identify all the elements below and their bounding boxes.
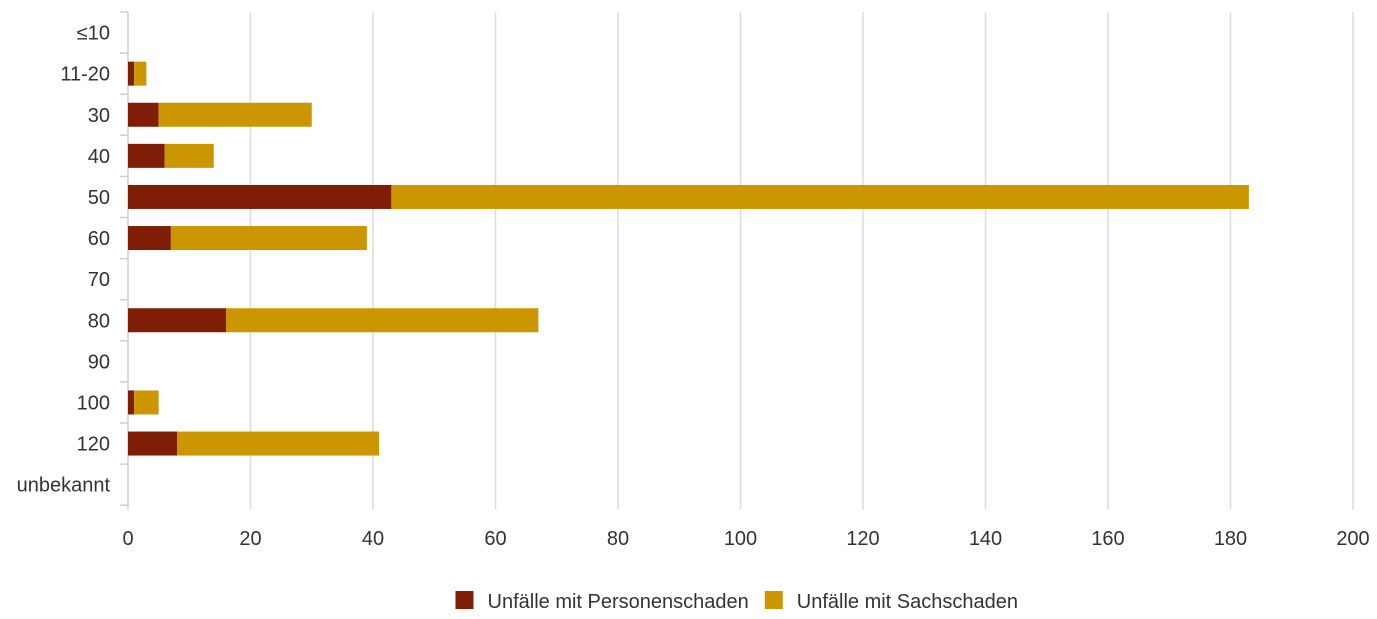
bar-120-series-2 [177,431,380,456]
bar-80-series-1 [128,308,226,333]
legend-swatch-1 [455,591,474,609]
bar-11-20-series-1 [128,61,135,86]
y-tick-label-50: 50 [88,187,110,209]
bar-40-series-2 [164,143,214,168]
x-tick-label-40: 40 [362,528,384,550]
y-tick-label-100: 100 [77,392,110,414]
y-tick-labels: ≤10 11-20 30 40 50 60 70 80 90 100 120 unbekannt [17,23,111,497]
y-tick-label-70: 70 [88,269,110,291]
y-tick-label-90: 90 [88,351,110,373]
y-tick-label-40: 40 [88,146,110,168]
bars [128,61,1249,456]
y-axis [120,11,129,510]
y-tick-label-30: 30 [88,105,110,127]
y-tick-label-80: 80 [88,310,110,332]
bar-100-series-2 [134,390,159,415]
bar-50-series-2 [391,184,1249,209]
grid-lines [249,12,1354,510]
bar-30-series-2 [158,102,312,127]
bar-120-series-1 [128,431,177,456]
bar-30-series-1 [128,102,159,127]
x-tick-label-160: 160 [1091,528,1124,550]
bar-40-series-1 [128,143,165,168]
legend-swatch-2 [764,591,783,609]
y-tick-label-120: 120 [77,434,110,456]
x-tick-labels: 0 20 40 60 80 100 120 140 160 180 200 [122,528,1369,550]
x-tick-label-0: 0 [122,528,133,550]
x-tick-label-20: 20 [239,528,261,550]
legend-label-1: Unfälle mit Personenschaden [488,591,749,613]
y-tick-label-60: 60 [88,228,110,250]
x-tick-label-140: 140 [969,528,1002,550]
x-tick-label-80: 80 [607,528,629,550]
x-tick-label-120: 120 [846,528,879,550]
y-tick-label-11-20: 11-20 [60,64,110,86]
x-tick-label-100: 100 [724,528,757,550]
y-tick-label-unbekannt: unbekannt [17,475,111,497]
bar-11-20-series-2 [134,61,147,86]
x-tick-label-60: 60 [484,528,506,550]
bar-60-series-1 [128,226,171,251]
legend-label-2: Unfälle mit Sachschaden [797,591,1018,613]
bar-60-series-2 [170,226,367,251]
x-tick-label-180: 180 [1214,528,1247,550]
y-tick-label-10: ≤10 [77,23,110,45]
legend: Unfälle mit Personenschaden Unfälle mit S… [455,591,1018,613]
bar-80-series-2 [226,308,539,333]
x-tick-label-200: 200 [1336,528,1369,550]
bar-100-series-1 [128,390,135,415]
bar-50-series-1 [128,184,392,209]
